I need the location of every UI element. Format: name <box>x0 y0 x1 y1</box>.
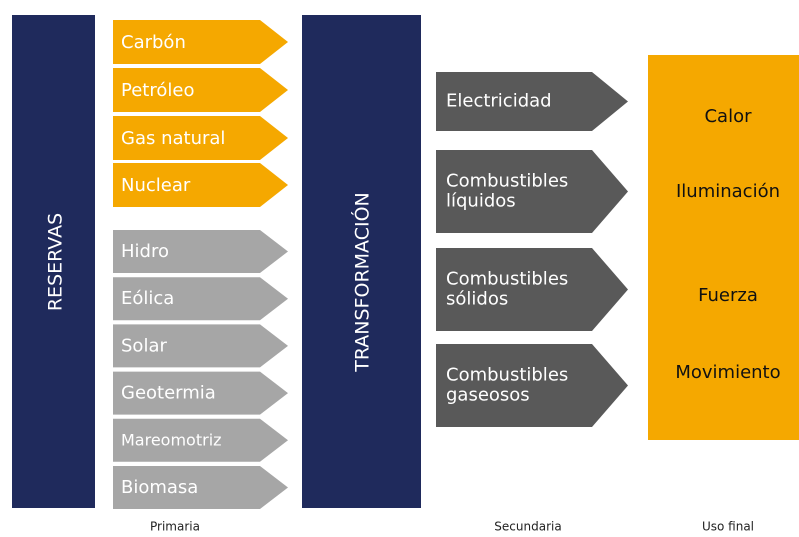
footer-label: Primaria <box>150 520 200 534</box>
reserves-label: RESERVAS <box>45 213 67 311</box>
transformation-bar <box>302 15 421 508</box>
footer-label: Secundaria <box>494 520 561 534</box>
arrow <box>436 248 628 331</box>
primary-source-label: Solar <box>121 335 167 356</box>
primary-source-label: Nuclear <box>121 175 191 196</box>
arrow <box>113 20 288 64</box>
primary-source-label: Mareomotriz <box>121 430 222 449</box>
arrow <box>113 116 288 160</box>
final-use-label: Fuerza <box>698 285 758 306</box>
arrow <box>113 418 288 462</box>
secondary-label: líquidos <box>446 191 516 212</box>
final-use-label: Calor <box>704 106 752 127</box>
arrow <box>113 466 288 509</box>
primary-source-label: Eólica <box>121 288 174 309</box>
arrow <box>113 277 288 321</box>
primary-source-label: Carbón <box>121 32 186 53</box>
footer-label: Uso final <box>702 520 754 534</box>
arrow <box>113 371 288 415</box>
primary-source-label: Biomasa <box>121 477 198 498</box>
secondary-label: Combustibles <box>446 365 568 386</box>
secondary-label: sólidos <box>446 289 508 310</box>
arrow <box>113 163 288 207</box>
primary-source-label: Geotermia <box>121 383 216 404</box>
secondary-label: Combustibles <box>446 171 568 192</box>
secondary-label: gaseosos <box>446 385 530 406</box>
arrow <box>113 324 288 368</box>
primary-source-label: Gas natural <box>121 128 225 149</box>
arrow <box>436 150 628 233</box>
secondary-label: Electricidad <box>446 91 552 112</box>
reserves-bar <box>12 15 95 508</box>
arrow <box>113 68 288 112</box>
primary-source-label: Petróleo <box>121 80 194 101</box>
final-use-box <box>648 55 799 440</box>
final-use-label: Iluminación <box>676 181 780 202</box>
primary-source-label: Hidro <box>121 241 169 262</box>
arrow <box>436 72 628 131</box>
transformation-label: TRANSFORMACIÓN <box>350 192 374 373</box>
arrow <box>436 344 628 427</box>
secondary-label: Combustibles <box>446 269 568 290</box>
final-use-label: Movimiento <box>675 362 780 383</box>
arrow <box>113 230 288 273</box>
